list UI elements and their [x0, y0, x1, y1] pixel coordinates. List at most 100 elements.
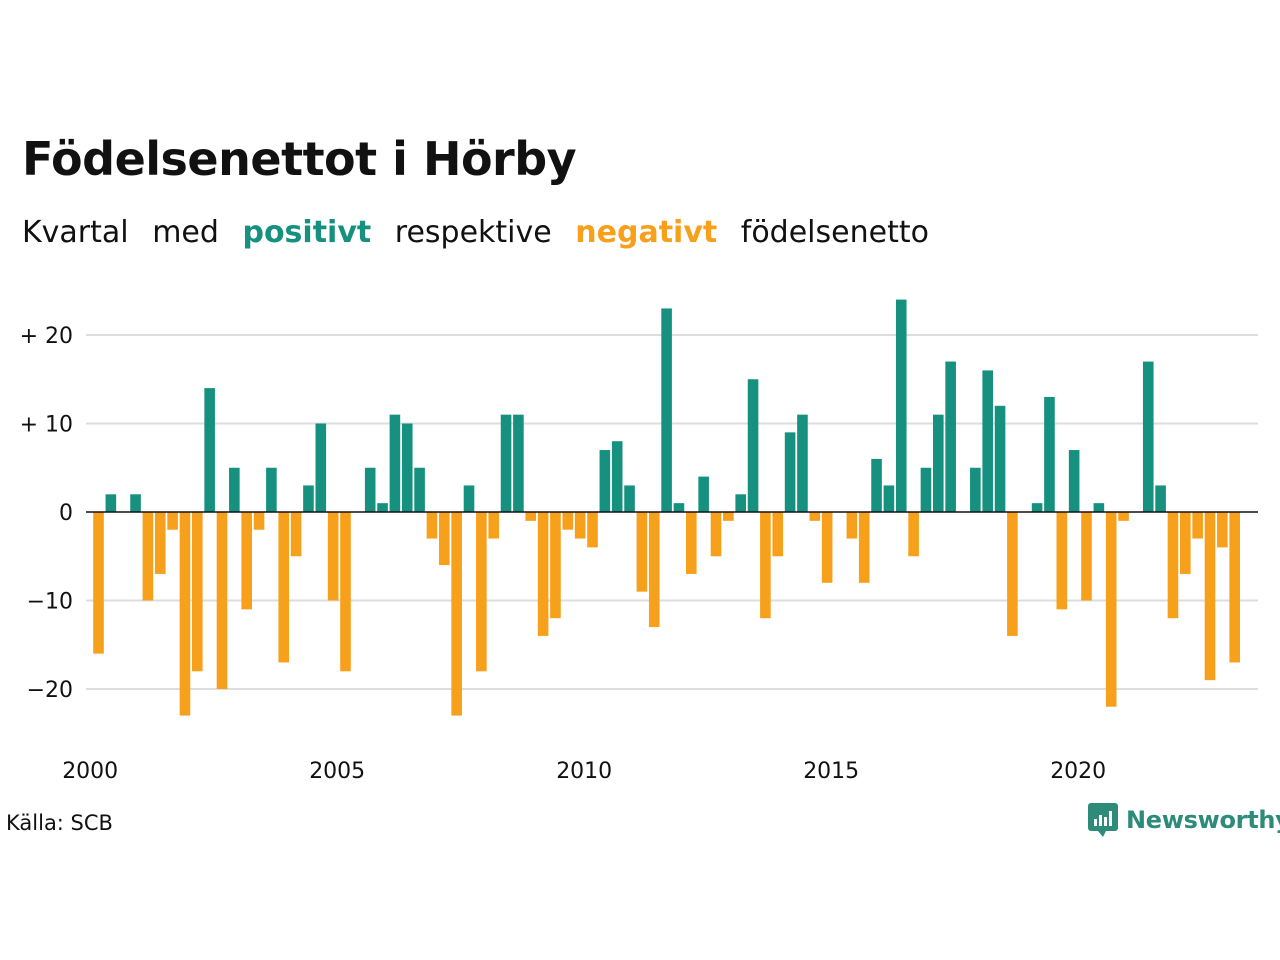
bar-negative: [723, 512, 734, 521]
bar-positive: [673, 503, 685, 512]
bar-positive: [204, 388, 215, 512]
y-tick-label: + 20: [20, 324, 73, 349]
y-tick-label: + 10: [20, 413, 73, 438]
bar-positive: [624, 485, 635, 512]
subtitle-text-respektive: respektive: [394, 215, 552, 250]
x-tick-label: 2020: [1050, 759, 1106, 784]
bar-positive: [994, 405, 1006, 512]
bar-positive: [1093, 503, 1105, 512]
bar-negative: [550, 512, 561, 619]
bar-negative: [192, 512, 203, 672]
brand-name: Newsworthy: [1126, 806, 1280, 834]
bar-positive: [920, 467, 932, 512]
bar-negative: [216, 512, 228, 689]
bar-negative: [1167, 512, 1179, 619]
bar-negative: [1081, 512, 1092, 601]
bar-positive: [933, 414, 944, 512]
bar-positive: [401, 423, 413, 512]
bar-positive: [797, 414, 808, 512]
bar-negative: [1056, 512, 1068, 610]
bar-negative: [1180, 512, 1191, 574]
bar-negative: [167, 512, 178, 530]
bar-negative: [154, 512, 166, 574]
bar-negative: [1007, 512, 1018, 636]
bar-positive: [970, 467, 981, 512]
bar-negative: [451, 512, 462, 716]
bar-positive: [229, 467, 240, 512]
bar-negative: [439, 512, 450, 566]
bar-negative: [340, 512, 351, 672]
bar-positive: [611, 441, 623, 512]
bar-positive: [1155, 485, 1166, 512]
subtitle-text-med: med: [152, 215, 219, 250]
bar-negative: [636, 512, 648, 592]
x-tick-label: 2015: [803, 759, 859, 784]
bar-negative: [241, 512, 252, 610]
bar-negative: [290, 512, 302, 557]
bar-negative: [253, 512, 265, 530]
source-note: Källa: SCB: [6, 811, 113, 835]
x-tick-label: 2010: [556, 759, 612, 784]
bar-positive: [1068, 450, 1080, 512]
bar-negative: [846, 512, 858, 539]
newsworthy-icon: [1088, 803, 1118, 837]
bar-positive: [377, 503, 388, 512]
bar-negative: [476, 512, 487, 672]
bar-negative: [93, 512, 104, 654]
bar-negative: [858, 512, 870, 583]
bars: [93, 299, 1240, 716]
y-tick-label: 0: [59, 501, 73, 526]
chart-title: Födelsenettot i Hörby: [22, 132, 577, 186]
bar-negative: [1217, 512, 1228, 548]
bar-positive: [130, 494, 141, 512]
bar-positive: [895, 299, 907, 512]
bar-negative: [686, 512, 697, 574]
chart-subtitle: Kvartal med positivt respektive negativt…: [22, 215, 943, 250]
y-tick-label: −20: [27, 678, 73, 703]
bar-positive: [364, 467, 376, 512]
bar-negative: [426, 512, 438, 539]
subtitle-text-fodelsenetto: födelsenetto: [740, 215, 929, 250]
bar-negative: [1118, 512, 1129, 521]
bar-positive: [747, 379, 759, 512]
x-axis-labels: 2000 2005 2010 2015 2020: [62, 759, 1106, 784]
bar-positive: [414, 467, 425, 512]
bar-negative: [710, 512, 722, 557]
bar-negative: [562, 512, 574, 530]
bar-positive: [463, 485, 475, 512]
bar-positive: [871, 458, 882, 512]
bar-positive: [500, 414, 512, 512]
y-axis-labels: + 20 + 10 0 −10 −20: [20, 324, 73, 703]
bar-negative: [1192, 512, 1203, 539]
x-tick-label: 2000: [62, 759, 118, 784]
subtitle-positive-label: positivt: [242, 215, 372, 250]
bar-positive: [303, 485, 314, 512]
bar-negative: [1204, 512, 1216, 681]
bar-negative: [327, 512, 339, 601]
bar-negative: [179, 512, 191, 716]
bar-negative: [488, 512, 499, 539]
bar-positive: [266, 467, 277, 512]
bar-positive: [1142, 361, 1154, 512]
bar-negative: [537, 512, 549, 636]
bar-positive: [698, 476, 709, 512]
bar-positive: [599, 450, 611, 512]
bar-positive: [784, 432, 796, 512]
bar-positive: [1044, 396, 1055, 512]
y-tick-label: −10: [27, 590, 73, 615]
bar-negative: [908, 512, 919, 557]
bar-negative: [525, 512, 537, 521]
x-tick-label: 2005: [309, 759, 365, 784]
bar-negative: [587, 512, 598, 548]
bar-negative: [278, 512, 290, 663]
bar-positive: [982, 370, 993, 512]
bar-chart: + 20 + 10 0 −10 −20 2000 2005 2010 2015 2020: [20, 299, 1258, 784]
bar-positive: [1031, 503, 1043, 512]
bar-negative: [574, 512, 586, 539]
newsworthy-logo: Newsworthy: [1088, 803, 1280, 837]
bar-positive: [883, 485, 895, 512]
bar-positive: [735, 494, 746, 512]
subtitle-text-kvartal: Kvartal: [22, 215, 129, 250]
bar-negative: [648, 512, 660, 628]
bar-positive: [105, 494, 117, 512]
